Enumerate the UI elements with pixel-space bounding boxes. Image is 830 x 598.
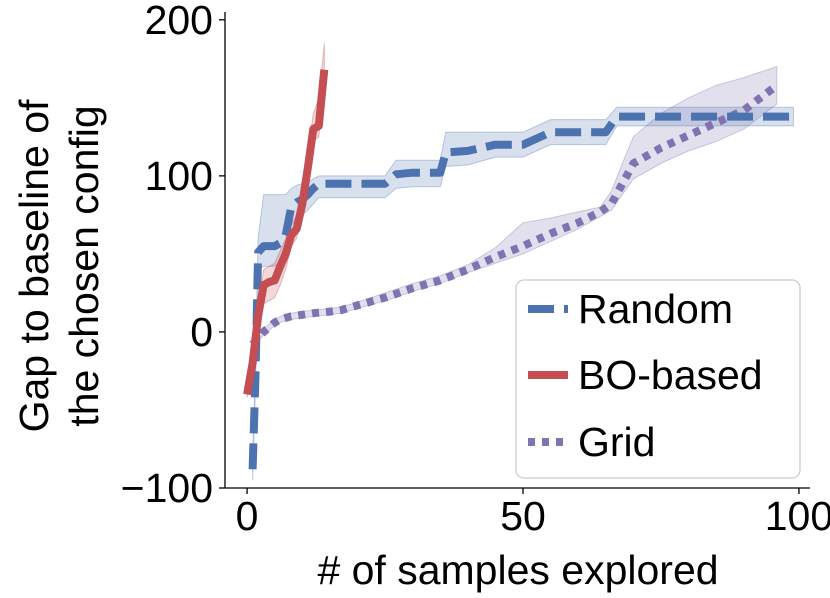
legend-label-grid: Grid xyxy=(578,419,655,465)
y-tick-label: 0 xyxy=(190,309,213,355)
x-tick-label: 100 xyxy=(765,493,830,539)
band-grid xyxy=(252,65,778,349)
confidence-bands xyxy=(246,43,794,481)
legend-frame xyxy=(515,279,801,479)
legend-label-bo-based: BO-based xyxy=(578,352,763,398)
y-tick-label: −100 xyxy=(121,465,213,511)
y-tick-label: 100 xyxy=(145,153,213,199)
line-grid xyxy=(249,82,780,348)
series-lines xyxy=(243,69,794,470)
line-bo-based xyxy=(243,69,329,396)
legend: Random BO-based Grid xyxy=(515,279,801,479)
x-axis-label: # of samples explored xyxy=(317,547,718,593)
y-axis-label-line-2: the chosen config xyxy=(61,105,107,426)
y-tick-label: 200 xyxy=(145,0,213,43)
line-random xyxy=(248,112,794,470)
legend-label-random: Random xyxy=(578,286,733,332)
x-tick-label: 0 xyxy=(236,493,259,539)
x-tick-label: 50 xyxy=(500,493,546,539)
band-random xyxy=(252,106,794,481)
axis-ticks: −100 0 100 200 0 50 100 xyxy=(121,0,830,539)
y-axis-label-line-1: Gap to baseline of xyxy=(11,99,57,432)
